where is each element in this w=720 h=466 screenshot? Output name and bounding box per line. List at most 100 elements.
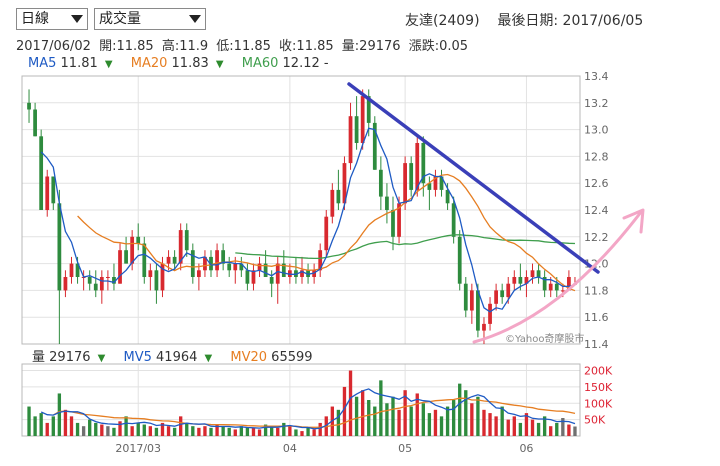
volume-tick-label: 50K — [584, 414, 606, 427]
volume-bar — [439, 416, 444, 436]
candle-body — [530, 270, 535, 277]
date-tick-label: 04 — [283, 442, 297, 455]
volume-bar — [251, 427, 256, 436]
volume-bar — [245, 427, 250, 436]
volume-bar — [524, 413, 529, 436]
candles — [27, 89, 577, 344]
volume-bar — [421, 403, 425, 436]
candle — [457, 230, 462, 291]
volume-bar — [81, 426, 86, 436]
volume-bar — [257, 429, 262, 436]
candle-body — [506, 283, 511, 298]
quote-high: 高:11.9 — [161, 39, 209, 54]
volume-bar — [433, 409, 438, 436]
volume-bar — [306, 427, 310, 436]
candle — [391, 196, 395, 251]
candle-body — [136, 236, 141, 244]
ma-lines — [40, 127, 576, 313]
candle-body — [203, 256, 207, 271]
candle-body — [124, 250, 128, 264]
candle-body — [403, 163, 408, 204]
down-triangle-icon: ▼ — [215, 59, 224, 70]
candle — [451, 196, 456, 244]
candle — [148, 263, 153, 291]
candle-body — [233, 263, 238, 271]
candle-body — [524, 277, 529, 284]
volume-bar — [136, 422, 140, 436]
indicator-select[interactable]: 成交量 — [94, 8, 206, 30]
candle-body — [257, 263, 262, 271]
candle-body — [360, 96, 365, 143]
candle-body — [427, 183, 432, 190]
candle-body — [336, 189, 341, 204]
candle — [118, 243, 122, 284]
volume-bar — [397, 409, 401, 436]
down-triangle-icon: ▼ — [97, 353, 106, 364]
volume-bar — [100, 424, 104, 436]
mv5-legend: MV5 41964 ▼ — [124, 350, 217, 365]
volume-bar — [464, 390, 468, 436]
date-tick-label: 06 — [519, 442, 533, 455]
candle — [330, 183, 335, 224]
quote-low: 低:11.85 — [216, 39, 271, 54]
candle-body — [482, 323, 486, 331]
candle — [257, 256, 262, 277]
candle — [245, 263, 250, 291]
candle — [494, 283, 498, 311]
candle — [336, 169, 341, 210]
volume-bar — [542, 416, 547, 436]
down-triangle-icon: ▼ — [104, 59, 113, 70]
volume-bar — [148, 426, 153, 436]
candle-body — [548, 283, 553, 291]
candle — [203, 250, 207, 277]
candle — [372, 116, 377, 170]
date-tick-label: 2017/03 — [115, 442, 161, 455]
candle-body — [251, 270, 256, 284]
candle — [45, 169, 50, 217]
period-select-value: 日線 — [21, 11, 49, 27]
mv5-value: 41964 — [156, 350, 198, 365]
volume-bar — [179, 416, 183, 436]
candle — [39, 129, 44, 210]
volume-bar — [154, 427, 159, 436]
candle-body — [166, 256, 171, 264]
candle-body — [518, 277, 523, 284]
volume-bar — [373, 406, 377, 436]
candle-body — [142, 243, 147, 277]
candle-body — [433, 176, 438, 190]
volume-bar — [233, 429, 237, 436]
volume-legend: 量 29176 ▼ MV5 41964 ▼ MV20 65599 — [32, 346, 327, 365]
volume-bar — [263, 424, 268, 436]
mv5-label: MV5 — [123, 350, 152, 365]
vol-label: 量 — [32, 350, 46, 365]
price-tick-label: 12.8 — [584, 150, 609, 163]
quote-line: 2017/06/02 開:11.85 高:11.9 低:11.85 收:11.8… — [16, 35, 472, 54]
uptrend-annotation-arrow — [472, 210, 643, 344]
volume-bar — [482, 409, 486, 436]
quote-date: 2017/06/02 — [16, 39, 91, 54]
candle — [275, 256, 280, 304]
candle — [251, 263, 256, 291]
price-tick-label: 11.6 — [584, 311, 609, 324]
volume-bar — [215, 424, 219, 436]
volume-bar — [288, 426, 292, 436]
period-select[interactable]: 日線 — [16, 8, 88, 30]
volume-bar — [276, 427, 280, 436]
candle-body — [300, 270, 304, 277]
candle — [99, 270, 104, 304]
candle-body — [178, 230, 183, 264]
candle — [33, 102, 37, 137]
price-tick-label: 11.4 — [584, 338, 609, 351]
mv20-value: 65599 — [271, 350, 313, 365]
volume-bar — [403, 390, 407, 436]
price-tick-label: 13.2 — [584, 97, 609, 110]
candle — [239, 256, 244, 277]
candle-body — [494, 290, 498, 304]
volume-bar — [197, 427, 201, 436]
candle — [209, 250, 213, 277]
volume-bar — [427, 413, 432, 436]
mv20-legend: MV20 65599 — [230, 350, 312, 365]
candle-body — [57, 203, 62, 291]
volume-tick-label: 100K — [584, 397, 613, 410]
indicator-select-value: 成交量 — [99, 11, 141, 27]
